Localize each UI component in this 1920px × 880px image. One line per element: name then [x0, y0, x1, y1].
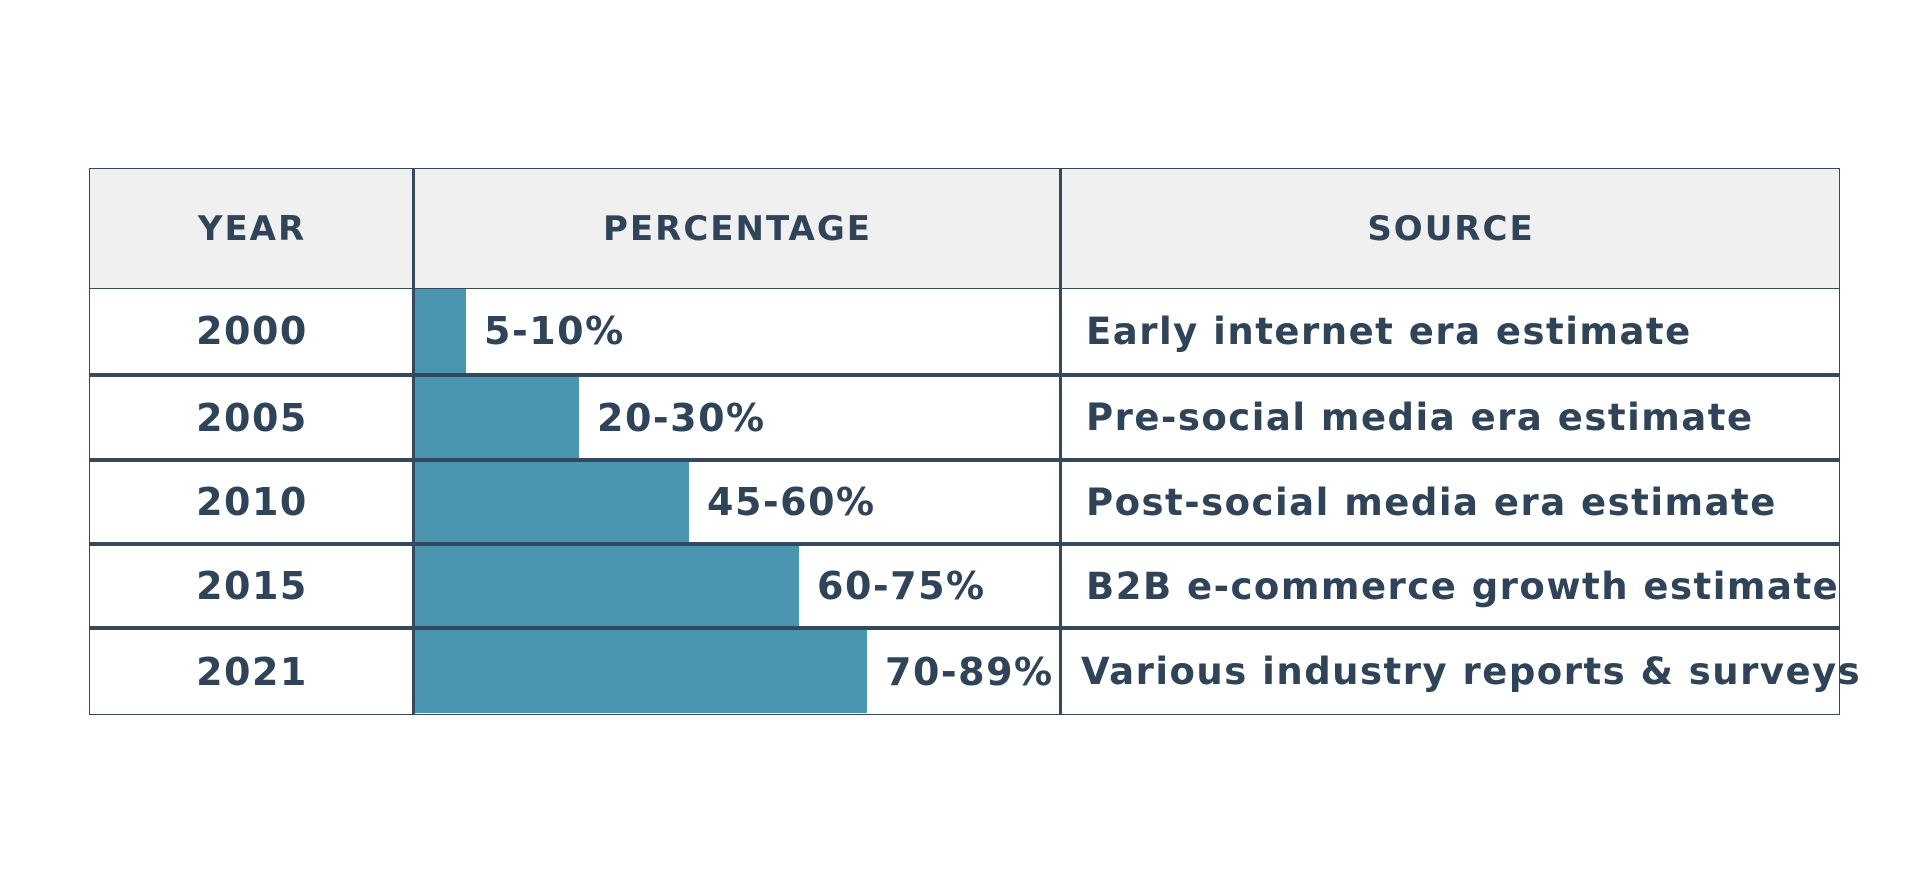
- source-cell: B2B e-commerce growth estimate: [1086, 564, 1840, 608]
- table-row: 2010 45-60% Post-social media era estimate: [90, 458, 1839, 542]
- percentage-label: 70-89%: [885, 649, 1054, 694]
- source-cell: Post-social media era estimate: [1086, 480, 1777, 524]
- source-cell: Various industry reports & surveys: [1081, 650, 1862, 693]
- header-year: YEAR: [197, 209, 307, 249]
- percentage-bar: [414, 546, 799, 626]
- percentage-label: 5-10%: [484, 309, 625, 353]
- year-cell: 2010: [196, 480, 308, 524]
- source-cell: Pre-social media era estimate: [1086, 396, 1754, 439]
- year-cell: 2005: [196, 395, 308, 440]
- year-cell: 2021: [196, 649, 308, 694]
- percentage-bar: [414, 630, 867, 713]
- year-cell: 2015: [196, 564, 308, 608]
- table-row: 2000 5-10% Early internet era estimate: [90, 289, 1839, 373]
- header-source: SOURCE: [1367, 209, 1535, 249]
- percentage-label: 60-75%: [817, 564, 986, 608]
- year-cell: 2000: [196, 309, 308, 353]
- header-percentage: PERCENTAGE: [603, 209, 872, 249]
- data-table: YEAR PERCENTAGE SOURCE 2000 5-10% Early in…: [89, 168, 1860, 715]
- percentage-bar: [414, 289, 466, 373]
- table-row: 2015 60-75% B2B e-commerce growth estimate: [90, 542, 1839, 626]
- percentage-label: 20-30%: [597, 395, 766, 440]
- source-cell: Early internet era estimate: [1086, 309, 1692, 353]
- column-divider-2: [1059, 169, 1062, 714]
- table-row: 2021 70-89% Various industry reports & sur…: [90, 626, 1860, 713]
- percentage-bar: [414, 377, 579, 458]
- percentage-label: 45-60%: [707, 480, 876, 524]
- table-header: YEAR PERCENTAGE SOURCE: [90, 169, 1839, 289]
- percentage-bar: [414, 462, 689, 542]
- table-row: 2005 20-30% Pre-social media era estimate: [90, 373, 1839, 458]
- column-divider-1: [412, 169, 415, 714]
